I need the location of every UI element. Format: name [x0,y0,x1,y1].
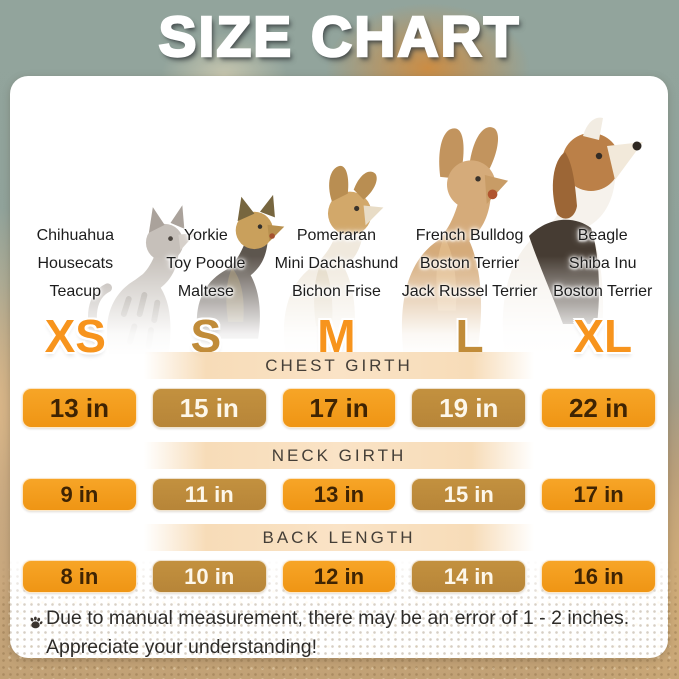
size-label-xs: XS [44,310,106,362]
value-cell: 22 in [541,388,656,428]
breed-name: Boston Terrier [553,283,653,300]
size-label-s: S [190,310,222,362]
chest-girth-values-row: 13 in 15 in 17 in 19 in 22 in [22,388,656,428]
value-cell: 13 in [22,388,137,428]
breed-name: Shiba Inu [568,255,637,272]
section-label: CHEST GIRTH [265,356,413,375]
page-title: SIZE CHART [157,4,521,71]
breed-name: Pomeraran [296,227,376,244]
size-label-l: L [455,310,484,362]
measurement-note: Due to manual measurement, there may be … [28,604,654,662]
note-line-1: Due to manual measurement, there may be … [46,607,630,629]
section-header-neck-girth: NECK GIRTH [144,442,534,469]
size-label-m: M [317,310,356,362]
section-header-back-length: BACK LENGTH [144,524,534,551]
value-cell: 9 in [22,478,137,511]
breed-name: Chihuahua [36,227,114,244]
value-cell: 8 in [22,560,137,593]
breed-name: Teacup [49,283,102,300]
neck-girth-values-row: 9 in 11 in 13 in 15 in 17 in [22,478,656,511]
value-cell: 17 in [541,478,656,511]
breed-name: Maltese [177,283,234,300]
breed-name: Housecats [37,255,114,272]
breed-name: Beagle [577,227,628,244]
breed-name: Bichon Frise [291,283,381,300]
paw-icon [28,610,43,639]
size-label-xl: XL [573,310,633,362]
note-line-2: Appreciate your understanding! [46,636,318,658]
value-cell: 11 in [151,478,267,511]
size-column-s: Yorkie Toy Poodle Maltese S [141,222,272,362]
breed-name: French Bulldog [415,227,524,244]
back-length-values-row: 8 in 10 in 12 in 14 in 16 in [22,560,656,593]
value-cell: 10 in [151,560,267,593]
value-cell: 15 in [411,478,527,511]
size-chart-card: Chihuahua Housecats Teacup XS Yorkie Toy… [10,76,668,658]
breed-name: Yorkie [183,227,228,244]
size-columns: Chihuahua Housecats Teacup XS Yorkie Toy… [10,222,668,362]
breed-name: Toy Poodle [166,255,246,272]
note-text: Due to manual measurement, there may be … [46,604,629,662]
section-label: NECK GIRTH [271,446,407,465]
size-column-xs: Chihuahua Housecats Teacup XS [10,222,141,362]
breed-name: Mini Dachashund [274,255,399,272]
white-fade-overlay [10,256,668,356]
value-cell: 15 in [151,388,267,428]
size-column-l: French Bulldog Boston Terrier Jack Russe… [401,222,538,362]
section-label: BACK LENGTH [262,528,416,547]
value-cell: 12 in [281,560,397,593]
value-cell: 14 in [411,560,527,593]
breed-name: Jack Russel Terrier [401,283,538,300]
value-cell: 13 in [281,478,397,511]
breed-name: Boston Terrier [419,255,520,272]
section-header-chest-girth: CHEST GIRTH [144,352,534,379]
size-column-xl: Beagle Shiba Inu Boston Terrier XL [537,222,668,362]
value-cell: 16 in [541,560,656,593]
size-column-m: Pomeraran Mini Dachashund Bichon Frise M [271,222,402,362]
value-cell: 19 in [411,388,527,428]
value-cell: 17 in [281,388,397,428]
